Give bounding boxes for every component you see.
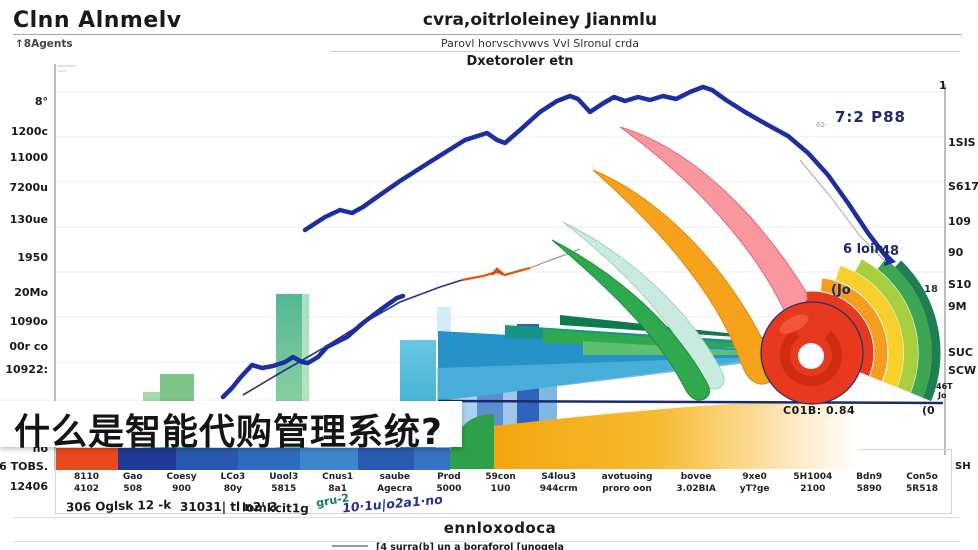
y-right-label: 9M bbox=[948, 300, 967, 313]
header-divider-2 bbox=[330, 51, 960, 52]
annotation-axis-mark: (0 bbox=[922, 404, 935, 417]
overlay-title: 什么是智能代购管理系统? bbox=[14, 412, 443, 453]
x-label: Prod 5000 bbox=[436, 472, 462, 494]
x-label: Con5o 5R518 bbox=[906, 472, 939, 494]
y-axis-left: 8° 1200c 11000 7200u 130ue 1950 20Mo 109… bbox=[0, 0, 51, 550]
rainbow-arcs bbox=[806, 258, 941, 402]
x-label: 9xe0 yT?ge bbox=[739, 472, 770, 494]
y-right-label: S10 bbox=[948, 278, 972, 291]
bottom-strip bbox=[56, 448, 450, 470]
chart-subtitle: Parovl horvschvwvs Vvl Slronul crda bbox=[441, 37, 639, 50]
white-patch bbox=[858, 406, 944, 447]
y-right-label: 1 bbox=[939, 79, 947, 92]
chart-title: cvra,oitrloleiney Jianmlu bbox=[422, 10, 658, 30]
x-label: Coesy 900 bbox=[166, 472, 197, 494]
caption-swatch bbox=[332, 545, 368, 547]
plot-corner-marks bbox=[57, 65, 76, 72]
annotation-peak-small: 62- bbox=[816, 121, 828, 129]
y-right-label: 1SIS bbox=[948, 136, 976, 149]
y-left-label: 10922: bbox=[5, 363, 48, 376]
annotation-lower: (Jo bbox=[831, 283, 851, 298]
x-label: avotuoing proro oon bbox=[601, 472, 653, 494]
y-left-label: 1200c bbox=[10, 125, 48, 138]
y-right-label: S617 bbox=[948, 180, 978, 193]
yellow-ground bbox=[462, 402, 858, 469]
x-axis: 8110 4102 Gao 508 Coesy 900 LCo3 80y Uool3 58… bbox=[62, 472, 950, 495]
y-left-label: 1950 bbox=[17, 251, 48, 264]
annotation-peak: 7:2 P88 bbox=[835, 108, 906, 126]
y-axis-right: 1 1SIS S617 109 90 S10 9M SUC SCW 46T Jo bbox=[936, 0, 978, 550]
y-left-label: 7200u bbox=[9, 181, 48, 194]
footer-annotation: 306 Oglsk 12 -k bbox=[65, 497, 172, 515]
x-label: Bdn9 5890 bbox=[856, 472, 883, 494]
y-right-label: 46T bbox=[936, 382, 953, 391]
petal-orange bbox=[592, 169, 775, 385]
footer-label: ennloxodoca bbox=[443, 519, 557, 537]
y-left-label: 8° bbox=[34, 95, 48, 108]
petal-green bbox=[551, 239, 710, 401]
x-label: LCo3 80y bbox=[220, 472, 246, 494]
x-label: bovoe 3.02BIA bbox=[676, 472, 716, 494]
green-hump bbox=[450, 414, 494, 469]
y-left-label: 26 TOBS. bbox=[0, 460, 48, 473]
y-left-label: 130ue bbox=[9, 213, 48, 226]
footer-caption: [4 surra(b] un a boraforol [unoqela bbox=[332, 542, 564, 550]
footer-divider bbox=[13, 517, 960, 518]
y-right-label: 90 bbox=[948, 246, 964, 259]
footer-divider-2 bbox=[13, 541, 960, 542]
annotation-right-small: 18 bbox=[924, 284, 938, 295]
y-right-label: 109 bbox=[948, 215, 971, 228]
header-divider bbox=[13, 34, 962, 35]
x-label: S4lou3 944crm bbox=[539, 472, 578, 494]
x-label: saube Agecra bbox=[377, 472, 413, 494]
navy-trend-lower bbox=[220, 293, 406, 400]
y-right-label: Jo bbox=[938, 391, 947, 400]
baseline bbox=[437, 399, 944, 405]
annotation-mid-2: 48 bbox=[881, 244, 900, 259]
navy-trend-upper bbox=[302, 84, 896, 266]
x-label-partial: SH bbox=[955, 461, 971, 472]
annotation-ball-value: C01B: 0.84 bbox=[783, 404, 856, 417]
y-right-label: SCW bbox=[948, 364, 977, 377]
x-label: 8110 4102 bbox=[73, 472, 100, 494]
annotation-mid: 6 loin bbox=[843, 242, 884, 257]
x-label: 5H1004 2100 bbox=[793, 472, 833, 494]
overlay-banner bbox=[0, 401, 462, 447]
y-left-label: 00r co bbox=[9, 340, 48, 353]
x-label: Gao 508 bbox=[122, 472, 143, 494]
y-left-label: 20Mo bbox=[14, 286, 48, 299]
caption-text: [4 surra(b] un a boraforol [unoqela bbox=[376, 542, 564, 550]
page-title: Clnn Alnmelv bbox=[13, 8, 182, 33]
y-left-label: 11000 bbox=[9, 151, 48, 164]
chart-subtitle-2: Dxetoroler etn bbox=[466, 54, 574, 69]
x-label: Uool3 5815 bbox=[269, 472, 299, 494]
x-label: 59con 1U0 bbox=[485, 472, 516, 494]
y-left-label: 1090o bbox=[9, 315, 48, 328]
red-ball bbox=[760, 298, 864, 405]
footer-annotation: lomkcit1g bbox=[241, 500, 309, 516]
header-subtitle-left: ↑8Agents bbox=[15, 38, 73, 50]
x-label: Cnus1 8a1 bbox=[322, 472, 354, 494]
footer-annotation: 31031| tl n2' 3 bbox=[180, 500, 278, 514]
y-left-label: 12406 bbox=[9, 480, 48, 493]
y-right-label: SUC bbox=[948, 346, 973, 359]
